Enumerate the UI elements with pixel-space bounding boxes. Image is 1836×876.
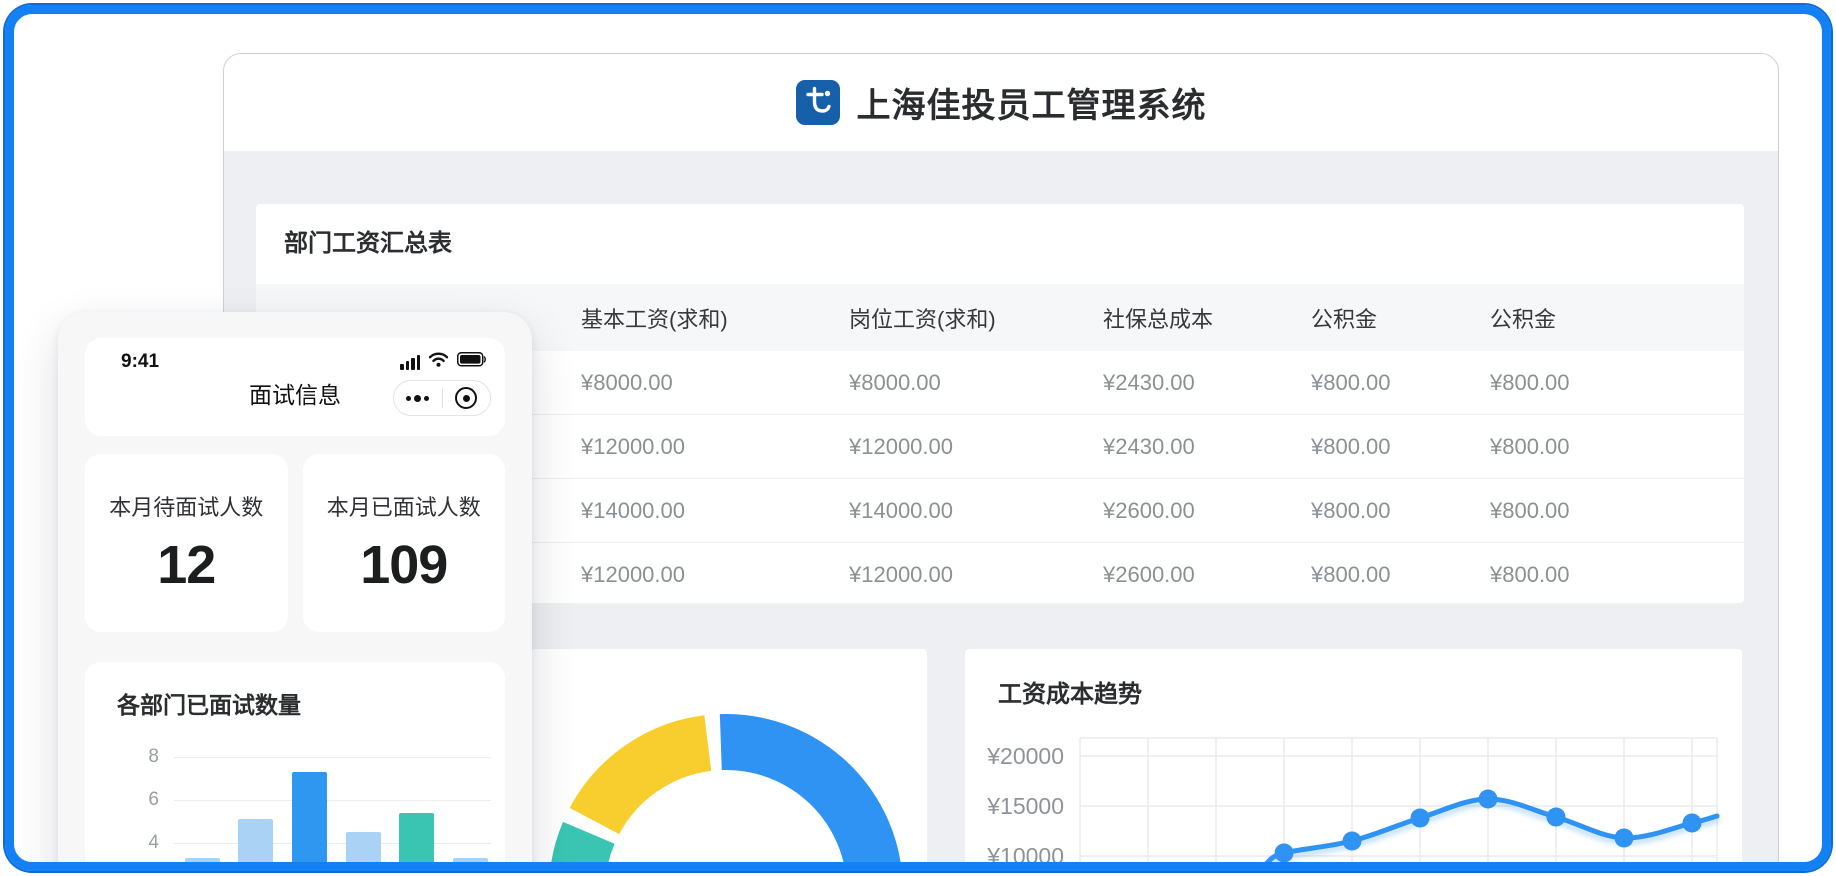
gridline: [174, 757, 491, 758]
capsule-more-button[interactable]: [394, 381, 442, 415]
table-cell: ¥12000.00: [849, 433, 953, 459]
trend-line: [1264, 796, 1720, 863]
y-axis-label: ¥15000: [986, 793, 1064, 819]
y-axis-label: 8: [148, 746, 159, 767]
table-cell: ¥2600.00: [1103, 497, 1195, 523]
donut-chart-card: [531, 649, 927, 863]
ellipsis-dots-icon: [406, 394, 430, 402]
table-cell: ¥800.00: [1311, 369, 1391, 395]
salary-table-body: ¥8000.00 ¥8000.00 ¥2430.00 ¥800.00 ¥800.00 ¥1…: [256, 351, 1744, 606]
table-cell: ¥2600.00: [1103, 561, 1195, 587]
phone-stats-row: 本月待面试人数 12 本月已面试人数 109: [85, 454, 505, 632]
table-cell: ¥12000.00: [849, 561, 953, 587]
cellular-signal-icon: [400, 354, 420, 370]
column-header: 岗位工资(求和): [849, 306, 996, 332]
circle-dot-target-icon: [455, 387, 478, 409]
capsule-home-button[interactable]: [443, 381, 491, 415]
salary-trend-title: 工资成本趋势: [998, 681, 1142, 708]
column-header: 公积金: [1490, 306, 1557, 332]
battery-icon: [457, 352, 487, 372]
phone-page-title: 面试信息: [249, 382, 341, 408]
bar: [399, 812, 434, 863]
data-point: [1682, 813, 1702, 833]
data-point: [1614, 828, 1634, 848]
data-point: [1274, 843, 1294, 863]
stat-label: 本月待面试人数: [109, 495, 264, 520]
donut-segment-teal-segment: [551, 821, 615, 863]
y-axis-label: 6: [148, 789, 159, 810]
status-bar: 9:41: [85, 338, 505, 373]
y-axis-label: 4: [148, 832, 159, 853]
table-cell: ¥12000.00: [581, 561, 685, 587]
donut-segment-yellow-segment: [569, 715, 712, 835]
donut-segment-blue-segment: [719, 714, 901, 863]
gridline: [174, 843, 491, 844]
window-title: 上海佳投员工管理系统: [856, 87, 1207, 125]
data-point: [1342, 831, 1362, 851]
bar: [185, 858, 220, 863]
table-cell: ¥8000.00: [581, 369, 673, 395]
data-point: [1410, 808, 1430, 828]
table-cell: ¥8000.00: [849, 369, 941, 395]
bar: [292, 772, 327, 863]
table-row: ¥14000.00 ¥14000.00 ¥2600.00 ¥800.00 ¥800.00: [256, 478, 1744, 542]
salary-trend-card: 工资成本趋势 ¥20000 ¥15000 ¥10000: [965, 649, 1742, 863]
table-cell: ¥2430.00: [1103, 369, 1195, 395]
table-cell: ¥800.00: [1490, 561, 1570, 587]
table-cell: ¥800.00: [1311, 433, 1391, 459]
y-axis-label: ¥20000: [986, 743, 1064, 769]
salary-trend-line-chart: ¥20000 ¥15000 ¥10000: [986, 737, 1720, 863]
table-row: ¥8000.00 ¥8000.00 ¥2430.00 ¥800.00 ¥800.00: [256, 351, 1744, 414]
column-header: 基本工资(求和): [581, 306, 728, 332]
table-cell: ¥800.00: [1490, 369, 1570, 395]
window-header: 上海佳投员工管理系统: [224, 54, 1778, 152]
stat-value: 109: [360, 535, 448, 595]
table-cell: ¥12000.00: [581, 433, 685, 459]
table-row: ¥12000.00 ¥12000.00 ¥2430.00 ¥800.00 ¥800.00: [256, 414, 1744, 478]
stat-label: 本月已面试人数: [326, 495, 481, 520]
phone-bar-chart: 8 6 4: [85, 662, 505, 863]
column-header: 社保总成本: [1103, 306, 1214, 332]
data-point: [1478, 789, 1498, 809]
stat-card-pending: 本月待面试人数 12: [85, 454, 288, 632]
table-row: ¥12000.00 ¥12000.00 ¥2600.00 ¥800.00 ¥800.00: [256, 542, 1744, 606]
charts-row: 工资成本趋势 ¥20000 ¥15000 ¥10000: [531, 649, 1742, 863]
phone-header-card: 9:41: [85, 338, 505, 436]
wifi-icon: [428, 352, 449, 373]
table-cell: ¥800.00: [1311, 497, 1391, 523]
bar: [453, 858, 488, 863]
bar: [238, 819, 273, 863]
stat-value: 12: [157, 535, 216, 595]
gridline: [174, 800, 491, 801]
stat-card-done: 本月已面试人数 109: [302, 454, 505, 632]
table-cell: ¥14000.00: [581, 497, 685, 523]
phone-bar-chart-title: 各部门已面试数量: [117, 692, 301, 718]
table-cell: ¥800.00: [1490, 433, 1570, 459]
salary-panel-title: 部门工资汇总表: [284, 230, 452, 257]
phone-bar-chart-card: 各部门已面试数量 8 6 4: [85, 662, 505, 863]
table-cell: ¥800.00: [1311, 561, 1391, 587]
column-header: 公积金: [1311, 306, 1378, 332]
data-point: [1546, 807, 1566, 827]
capsule-divider: [441, 388, 443, 408]
donut-chart: [551, 714, 901, 863]
table-cell: ¥2430.00: [1103, 433, 1195, 459]
status-time: 9:41: [121, 351, 160, 372]
tita-smile-logo-icon: [795, 80, 840, 125]
miniprogram-capsule: [393, 380, 491, 416]
phone-overlay: 9:41: [58, 312, 532, 863]
table-cell: ¥800.00: [1490, 497, 1570, 523]
y-axis-label: ¥10000: [986, 843, 1064, 863]
bar: [346, 832, 381, 863]
table-cell: ¥14000.00: [849, 497, 953, 523]
